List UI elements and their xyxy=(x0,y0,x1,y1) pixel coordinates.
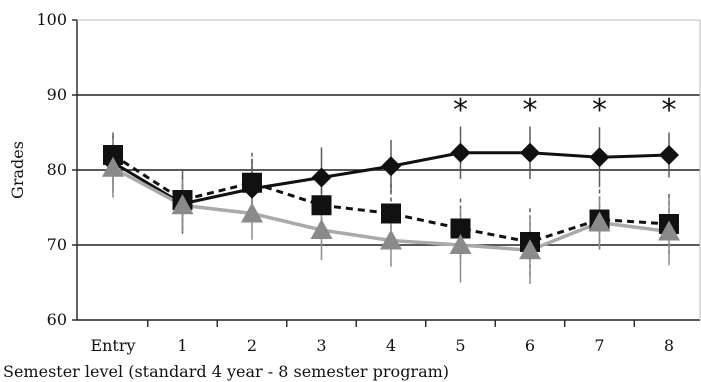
marker-s2-2 xyxy=(242,172,262,193)
y-tick-label-70: 70 xyxy=(47,235,67,254)
marker-s3-Entry xyxy=(102,156,124,177)
marker-s1-6 xyxy=(520,142,540,163)
y-tick-label-100: 100 xyxy=(36,10,67,29)
y-tick-label-90: 90 xyxy=(47,85,67,104)
y-tick-label-60: 60 xyxy=(47,310,67,329)
marker-s2-Entry xyxy=(103,145,123,165)
marker-s1-4 xyxy=(381,156,401,177)
x-tick-label-2: 2 xyxy=(247,336,257,355)
y-axis-title: Grades xyxy=(8,141,27,199)
marker-s3-4 xyxy=(380,229,402,250)
x-tick-label-4: 4 xyxy=(386,336,396,355)
significance-star-8: * xyxy=(662,93,677,128)
marker-s1-8 xyxy=(659,145,679,165)
marker-s3-3 xyxy=(310,219,333,239)
marker-s3-2 xyxy=(241,202,263,223)
marker-s1-7 xyxy=(589,147,610,168)
significance-star-5: * xyxy=(453,93,468,128)
marker-s3-5 xyxy=(449,234,472,254)
x-tick-label-6: 6 xyxy=(525,336,535,355)
marker-s1-5 xyxy=(450,142,471,163)
marker-s1-3 xyxy=(311,167,332,188)
x-tick-label-5: 5 xyxy=(455,336,465,355)
tick-labels: 60 70 80 90 100 Entry 1 2 3 4 5 6 7 8 xyxy=(36,10,674,355)
marker-s3-7 xyxy=(588,211,611,232)
x-tick-label-8: 8 xyxy=(664,336,674,355)
y-tick-label-80: 80 xyxy=(47,160,67,179)
axes xyxy=(72,19,701,327)
marker-s3-1 xyxy=(171,194,194,215)
marker-s3-8 xyxy=(658,220,680,241)
x-tick-label-7: 7 xyxy=(594,336,604,355)
x-tick-label-1: 1 xyxy=(177,336,187,355)
marker-s3-6 xyxy=(519,239,541,260)
x-tick-label-3: 3 xyxy=(316,336,326,355)
marker-s2-5 xyxy=(450,218,471,239)
series-markers xyxy=(102,142,680,260)
marker-s2-3 xyxy=(311,195,332,216)
significance-star-6: * xyxy=(523,93,538,128)
marker-s2-4 xyxy=(381,203,401,224)
x-axis-title: Semester level (standard 4 year - 8 seme… xyxy=(3,362,449,381)
significance-star-7: * xyxy=(592,93,607,128)
significance-markers: * * * * xyxy=(453,93,677,128)
x-tick-label-Entry: Entry xyxy=(90,336,135,355)
